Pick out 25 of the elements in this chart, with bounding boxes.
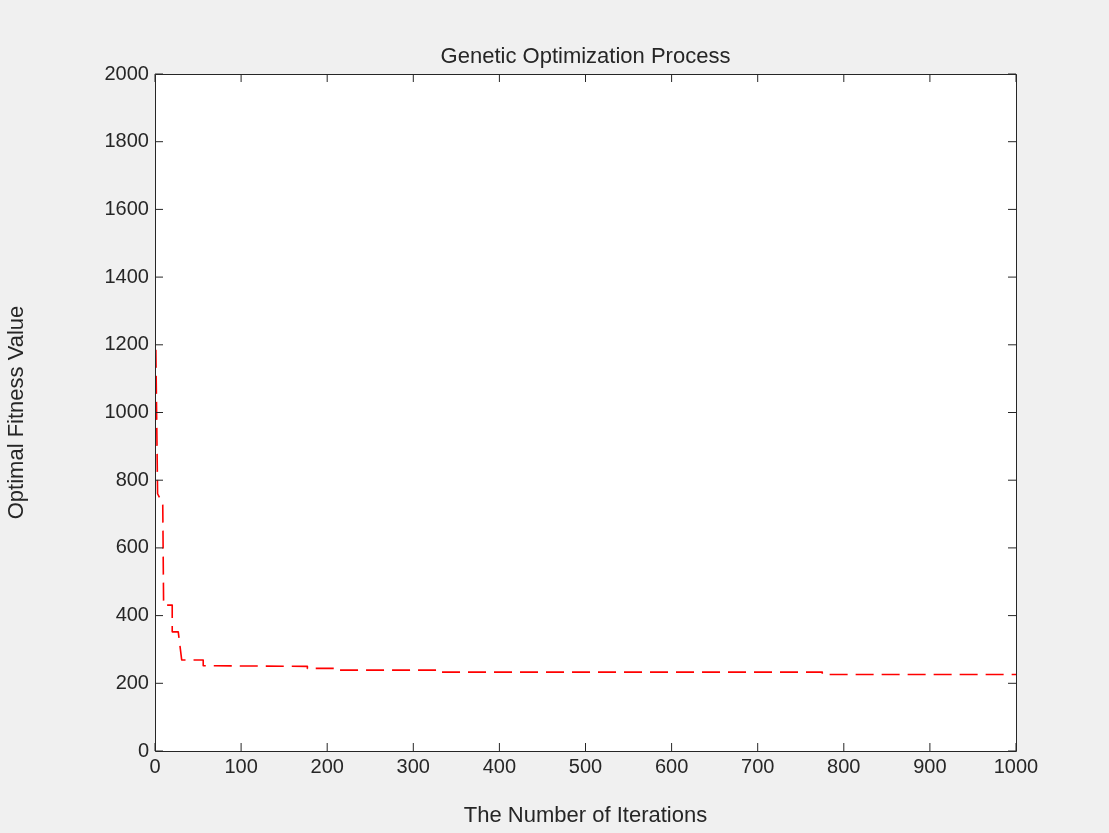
x-tick-label: 600 bbox=[654, 754, 689, 777]
x-tick-label: 500 bbox=[568, 754, 603, 777]
x-tick-label: 900 bbox=[913, 754, 947, 777]
x-tick-label: 200 bbox=[310, 754, 344, 777]
y-tick-label: 0 bbox=[137, 738, 149, 761]
x-tick-label: 300 bbox=[396, 754, 430, 777]
y-tick-label: 400 bbox=[115, 603, 149, 626]
x-tick-label: 800 bbox=[827, 754, 861, 777]
y-tick-label: 600 bbox=[115, 535, 149, 558]
y-tick-label: 200 bbox=[115, 670, 149, 693]
y-tick-label: 1600 bbox=[104, 196, 149, 219]
y-tick-label: 1400 bbox=[104, 264, 149, 287]
y-tick-label: 1200 bbox=[104, 332, 149, 355]
y-tick-label: 1800 bbox=[104, 129, 149, 152]
y-axis-title: Optimal Fitness Value bbox=[3, 305, 29, 520]
y-tick-label: 1000 bbox=[104, 400, 149, 423]
x-tick-label: 700 bbox=[741, 754, 775, 777]
x-tick-label: 1000 bbox=[993, 754, 1039, 777]
y-tick-label: 2000 bbox=[104, 61, 149, 84]
chart-title: Genetic Optimization Process bbox=[440, 43, 731, 69]
x-tick-label: 100 bbox=[224, 754, 258, 777]
x-tick-label: 400 bbox=[482, 754, 517, 777]
x-axis-title: The Number of Iterations bbox=[463, 801, 708, 827]
line-series bbox=[155, 349, 1016, 676]
y-tick-label: 800 bbox=[115, 467, 149, 490]
